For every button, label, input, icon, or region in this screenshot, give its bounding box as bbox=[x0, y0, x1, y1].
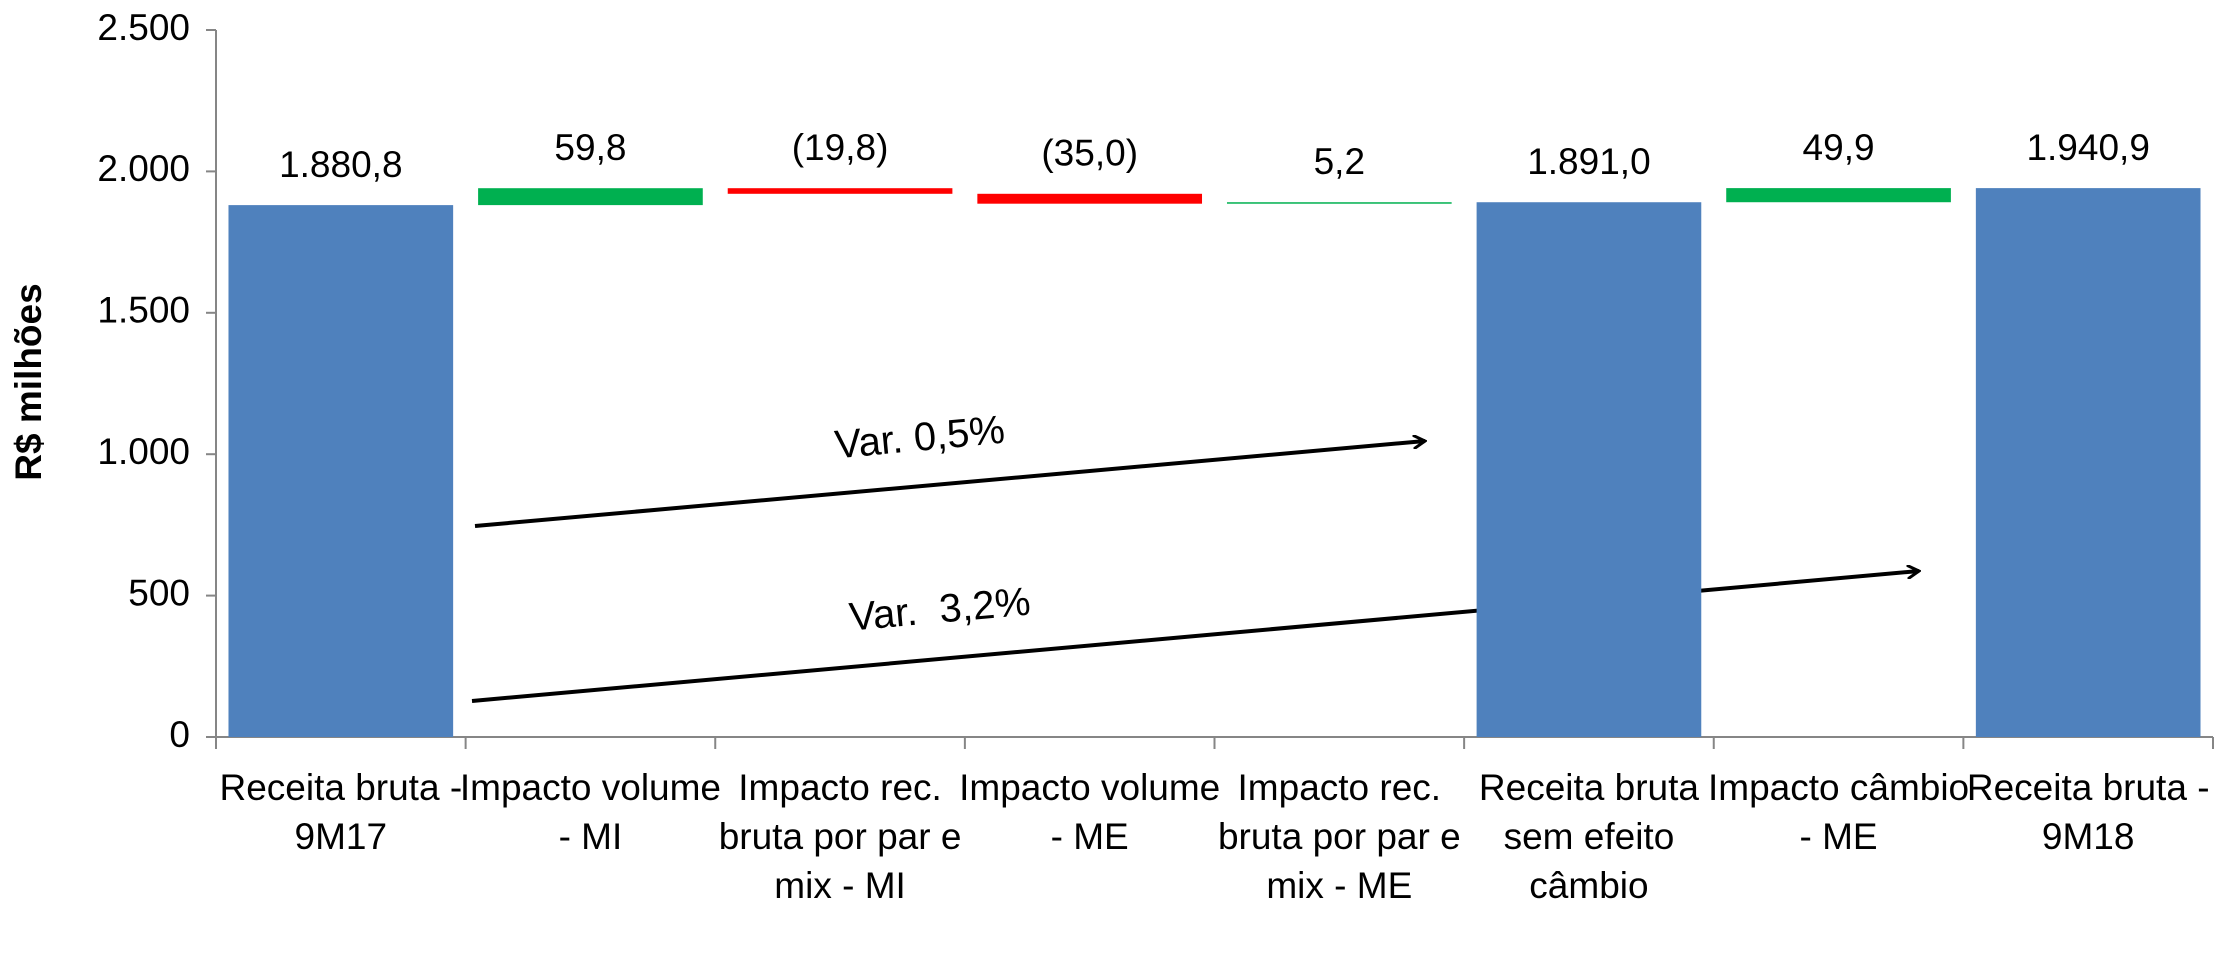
x-tick-label: Impacto rec. bruta por par e mix - MI bbox=[718, 767, 962, 906]
y-tick-label: 1.500 bbox=[97, 290, 190, 331]
bar bbox=[977, 193, 1203, 204]
arrow bbox=[474, 441, 1425, 528]
value-label: (19,8) bbox=[792, 127, 889, 168]
bar bbox=[1476, 202, 1702, 737]
y-tick-label: 2.500 bbox=[97, 7, 190, 48]
value-label: (35,0) bbox=[1041, 133, 1138, 174]
y-tick-label: 0 bbox=[169, 714, 190, 755]
bar bbox=[478, 188, 703, 206]
x-tick-label: Impacto rec. bruta por par e mix - ME bbox=[1217, 767, 1461, 906]
bar bbox=[228, 205, 454, 738]
value-label: 5,2 bbox=[1314, 141, 1365, 182]
y-tick-label: 2.000 bbox=[97, 148, 190, 189]
bar bbox=[1226, 202, 1452, 204]
value-label: 1.880,8 bbox=[279, 144, 402, 185]
value-label: 1.891,0 bbox=[1527, 141, 1650, 182]
value-label: 1.940,9 bbox=[2026, 127, 2149, 168]
bar bbox=[1975, 188, 2201, 738]
y-tick-label: 1.000 bbox=[97, 431, 190, 472]
x-tick-label: Impacto volume - ME bbox=[959, 767, 1221, 857]
arrow bbox=[471, 571, 1919, 703]
x-tick-label: Receita bruta - 9M17 bbox=[219, 767, 463, 857]
y-axis-title: R$ milhões bbox=[8, 283, 49, 480]
bar bbox=[1726, 188, 1951, 203]
annotation: Var. 0,5% bbox=[833, 408, 1007, 468]
x-tick-label: Receita bruta sem efeito câmbio bbox=[1478, 767, 1699, 906]
x-tick-label: Impacto câmbio - ME bbox=[1707, 767, 1970, 857]
value-label: 49,9 bbox=[1803, 127, 1875, 168]
y-tick-label: 500 bbox=[128, 572, 190, 613]
x-tick-label: Receita bruta - 9M18 bbox=[1966, 767, 2210, 857]
bar bbox=[727, 188, 953, 194]
value-label: 59,8 bbox=[554, 127, 626, 168]
x-tick-label: Impacto volume - MI bbox=[459, 767, 722, 857]
annotation: Var. 3,2% bbox=[847, 580, 1032, 640]
